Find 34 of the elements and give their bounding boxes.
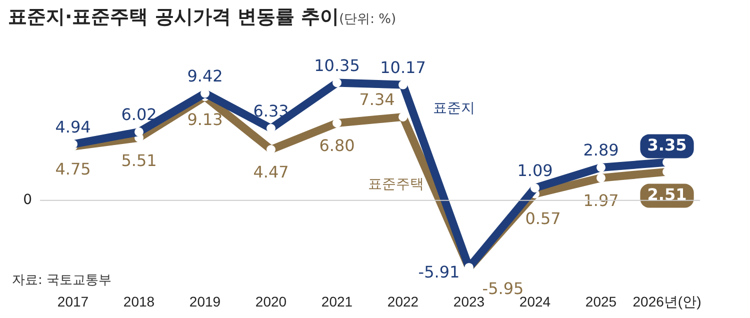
data-label: 10.17: [380, 58, 426, 77]
data-label: 3.35: [647, 135, 687, 154]
data-label: 4.47: [253, 162, 289, 182]
data-label: 6.80: [319, 136, 355, 156]
data-label: 6.02: [121, 105, 157, 124]
data-label: -5.91: [418, 262, 460, 282]
data-label: 10.35: [314, 56, 360, 75]
x-tick-label: 2023: [453, 293, 485, 310]
data-label: 4.94: [55, 117, 91, 136]
chart-title: 표준지·표준주택 공시가격 변동률 추이: [8, 6, 340, 28]
x-tick-label: 2017: [57, 293, 89, 310]
data-label: 9.13: [187, 110, 223, 129]
data-label: 0.57: [525, 209, 561, 228]
x-tick-label: 2022: [387, 293, 419, 310]
series-label: 표준주택: [368, 176, 424, 193]
data-label: 5.51: [121, 150, 157, 170]
ref-line-label: 0: [23, 192, 32, 208]
data-label: 9.42: [187, 66, 223, 86]
text: 자료: 국토교통부: [12, 273, 112, 288]
data-label: 2.51: [647, 184, 687, 204]
x-tick-label: 2019: [189, 293, 221, 310]
data-label: 7.34: [359, 90, 395, 110]
data-label: 4.75: [55, 160, 91, 179]
data-label: 2.89: [583, 140, 619, 160]
series-label: 표준지: [433, 100, 475, 116]
x-tick-label: 2020: [255, 293, 287, 310]
x-tick-label: 2024: [519, 293, 551, 310]
x-tick-label: 2021: [321, 293, 353, 310]
data-label: 1.97: [583, 191, 619, 210]
data-label: 1.09: [517, 161, 553, 180]
chart-subtitle: (단위: %): [339, 12, 396, 27]
x-tick-label: 2026년(안): [632, 293, 702, 310]
x-tick-label: 2025: [585, 293, 617, 310]
x-tick-label: 2018: [123, 293, 155, 310]
